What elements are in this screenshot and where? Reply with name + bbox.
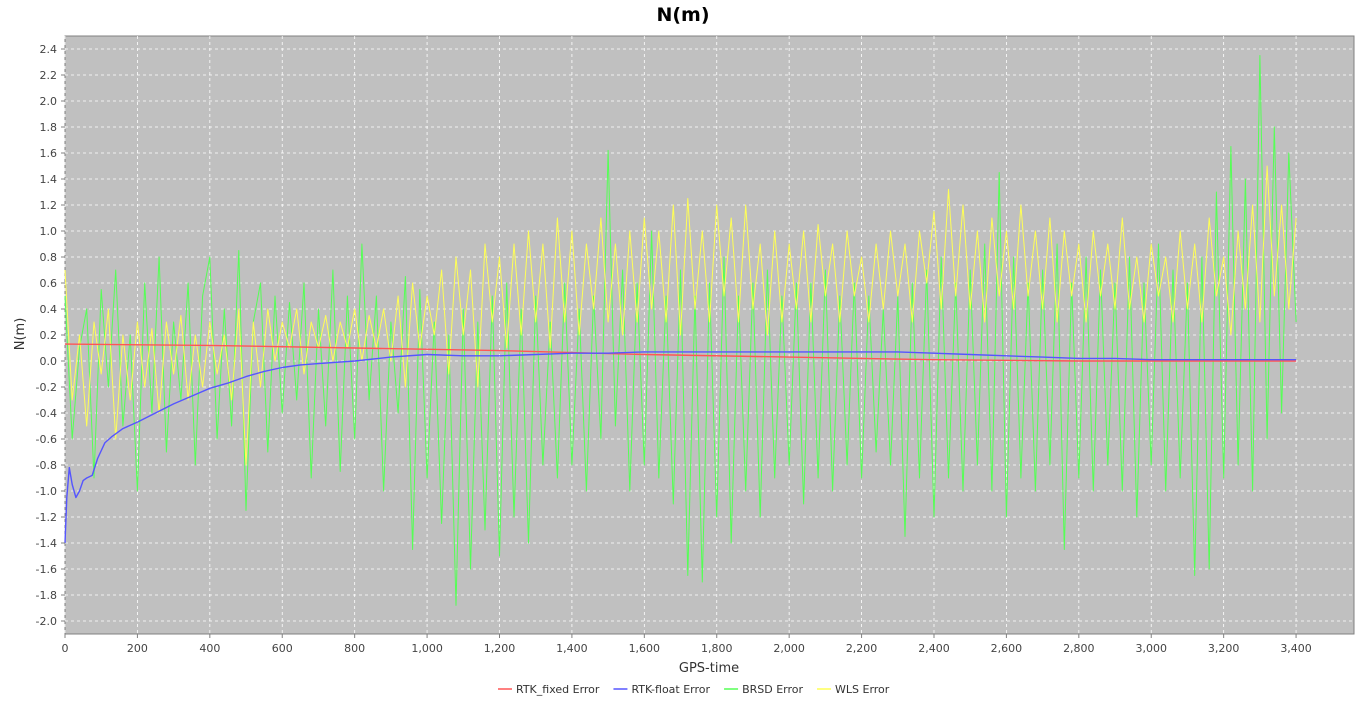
y-tick-label: 2.0 bbox=[40, 95, 58, 108]
x-tick-label: 0 bbox=[62, 642, 69, 655]
y-tick-label: 1.2 bbox=[40, 199, 58, 212]
legend-label-1: RTK-float Error bbox=[631, 683, 710, 696]
y-tick-label: 0.0 bbox=[40, 355, 58, 368]
chart-title: N(m) bbox=[656, 4, 709, 26]
y-tick-label: -0.8 bbox=[36, 459, 57, 472]
y-tick-label: 1.4 bbox=[40, 173, 58, 186]
y-tick-label: 2.4 bbox=[40, 43, 58, 56]
series-line-0 bbox=[64, 343, 1297, 362]
y-tick-label: -1.6 bbox=[36, 563, 57, 576]
x-tick-label: 1,600 bbox=[629, 642, 661, 655]
y-tick-label: -0.6 bbox=[36, 433, 57, 446]
x-tick-label: 3,000 bbox=[1135, 642, 1167, 655]
y-tick-label: 0.6 bbox=[40, 277, 58, 290]
x-tick-label: 800 bbox=[344, 642, 365, 655]
x-tick-label: 1,000 bbox=[411, 642, 443, 655]
x-tick-label: 400 bbox=[199, 642, 220, 655]
series-line-2 bbox=[64, 55, 1297, 606]
y-axis-label: N(m) bbox=[13, 318, 28, 351]
y-tick-label: -1.4 bbox=[36, 537, 57, 550]
series-line-1 bbox=[64, 351, 1297, 544]
x-tick-label: 2,400 bbox=[918, 642, 950, 655]
y-tick-label: 0.4 bbox=[40, 303, 58, 316]
x-tick-label: 200 bbox=[127, 642, 148, 655]
y-axis: -2.0 -1.8 -1.6 -1.4 -1.2 -1.0 -0.8 -0.6 -0.4 -0.2… bbox=[36, 43, 65, 628]
y-tick-label: -0.2 bbox=[36, 381, 57, 394]
y-tick-label: -1.0 bbox=[36, 485, 57, 498]
x-tick-label: 2,000 bbox=[773, 642, 805, 655]
x-tick-label: 1,800 bbox=[701, 642, 733, 655]
x-tick-label: 3,200 bbox=[1208, 642, 1240, 655]
series-line-3 bbox=[64, 165, 1297, 466]
legend-label-3: WLS Error bbox=[835, 683, 890, 696]
x-tick-label: 2,800 bbox=[1063, 642, 1095, 655]
y-tick-label: 1.0 bbox=[40, 225, 58, 238]
legend-label-0: RTK_fixed Error bbox=[516, 683, 600, 696]
legend-label-2: BRSD Error bbox=[742, 683, 803, 696]
x-tick-label: 2,600 bbox=[991, 642, 1023, 655]
legend: RTK_fixed Error RTK-float Error BRSD Error… bbox=[498, 683, 890, 696]
y-tick-label: 1.8 bbox=[40, 121, 58, 134]
x-tick-label: 1,200 bbox=[484, 642, 516, 655]
y-tick-label: -1.8 bbox=[36, 589, 57, 602]
x-axis: 0 200 400 600 800 1,000 1,200 1,400 1,600 1,800 2,… bbox=[62, 634, 1312, 655]
x-axis-label: GPS-time bbox=[679, 661, 739, 676]
y-tick-label: 2.2 bbox=[40, 69, 58, 82]
x-tick-label: 600 bbox=[272, 642, 293, 655]
y-tick-label: 0.2 bbox=[40, 329, 58, 342]
x-tick-label: 2,200 bbox=[846, 642, 878, 655]
y-tick-label: -1.2 bbox=[36, 511, 57, 524]
y-tick-label: 0.8 bbox=[40, 251, 58, 264]
y-tick-label: -2.0 bbox=[36, 615, 57, 628]
x-tick-label: 1,400 bbox=[556, 642, 588, 655]
x-tick-label: 3,400 bbox=[1280, 642, 1312, 655]
y-tick-label: 1.6 bbox=[40, 147, 58, 160]
y-tick-label: -0.4 bbox=[36, 407, 57, 420]
series-layer bbox=[64, 55, 1297, 606]
